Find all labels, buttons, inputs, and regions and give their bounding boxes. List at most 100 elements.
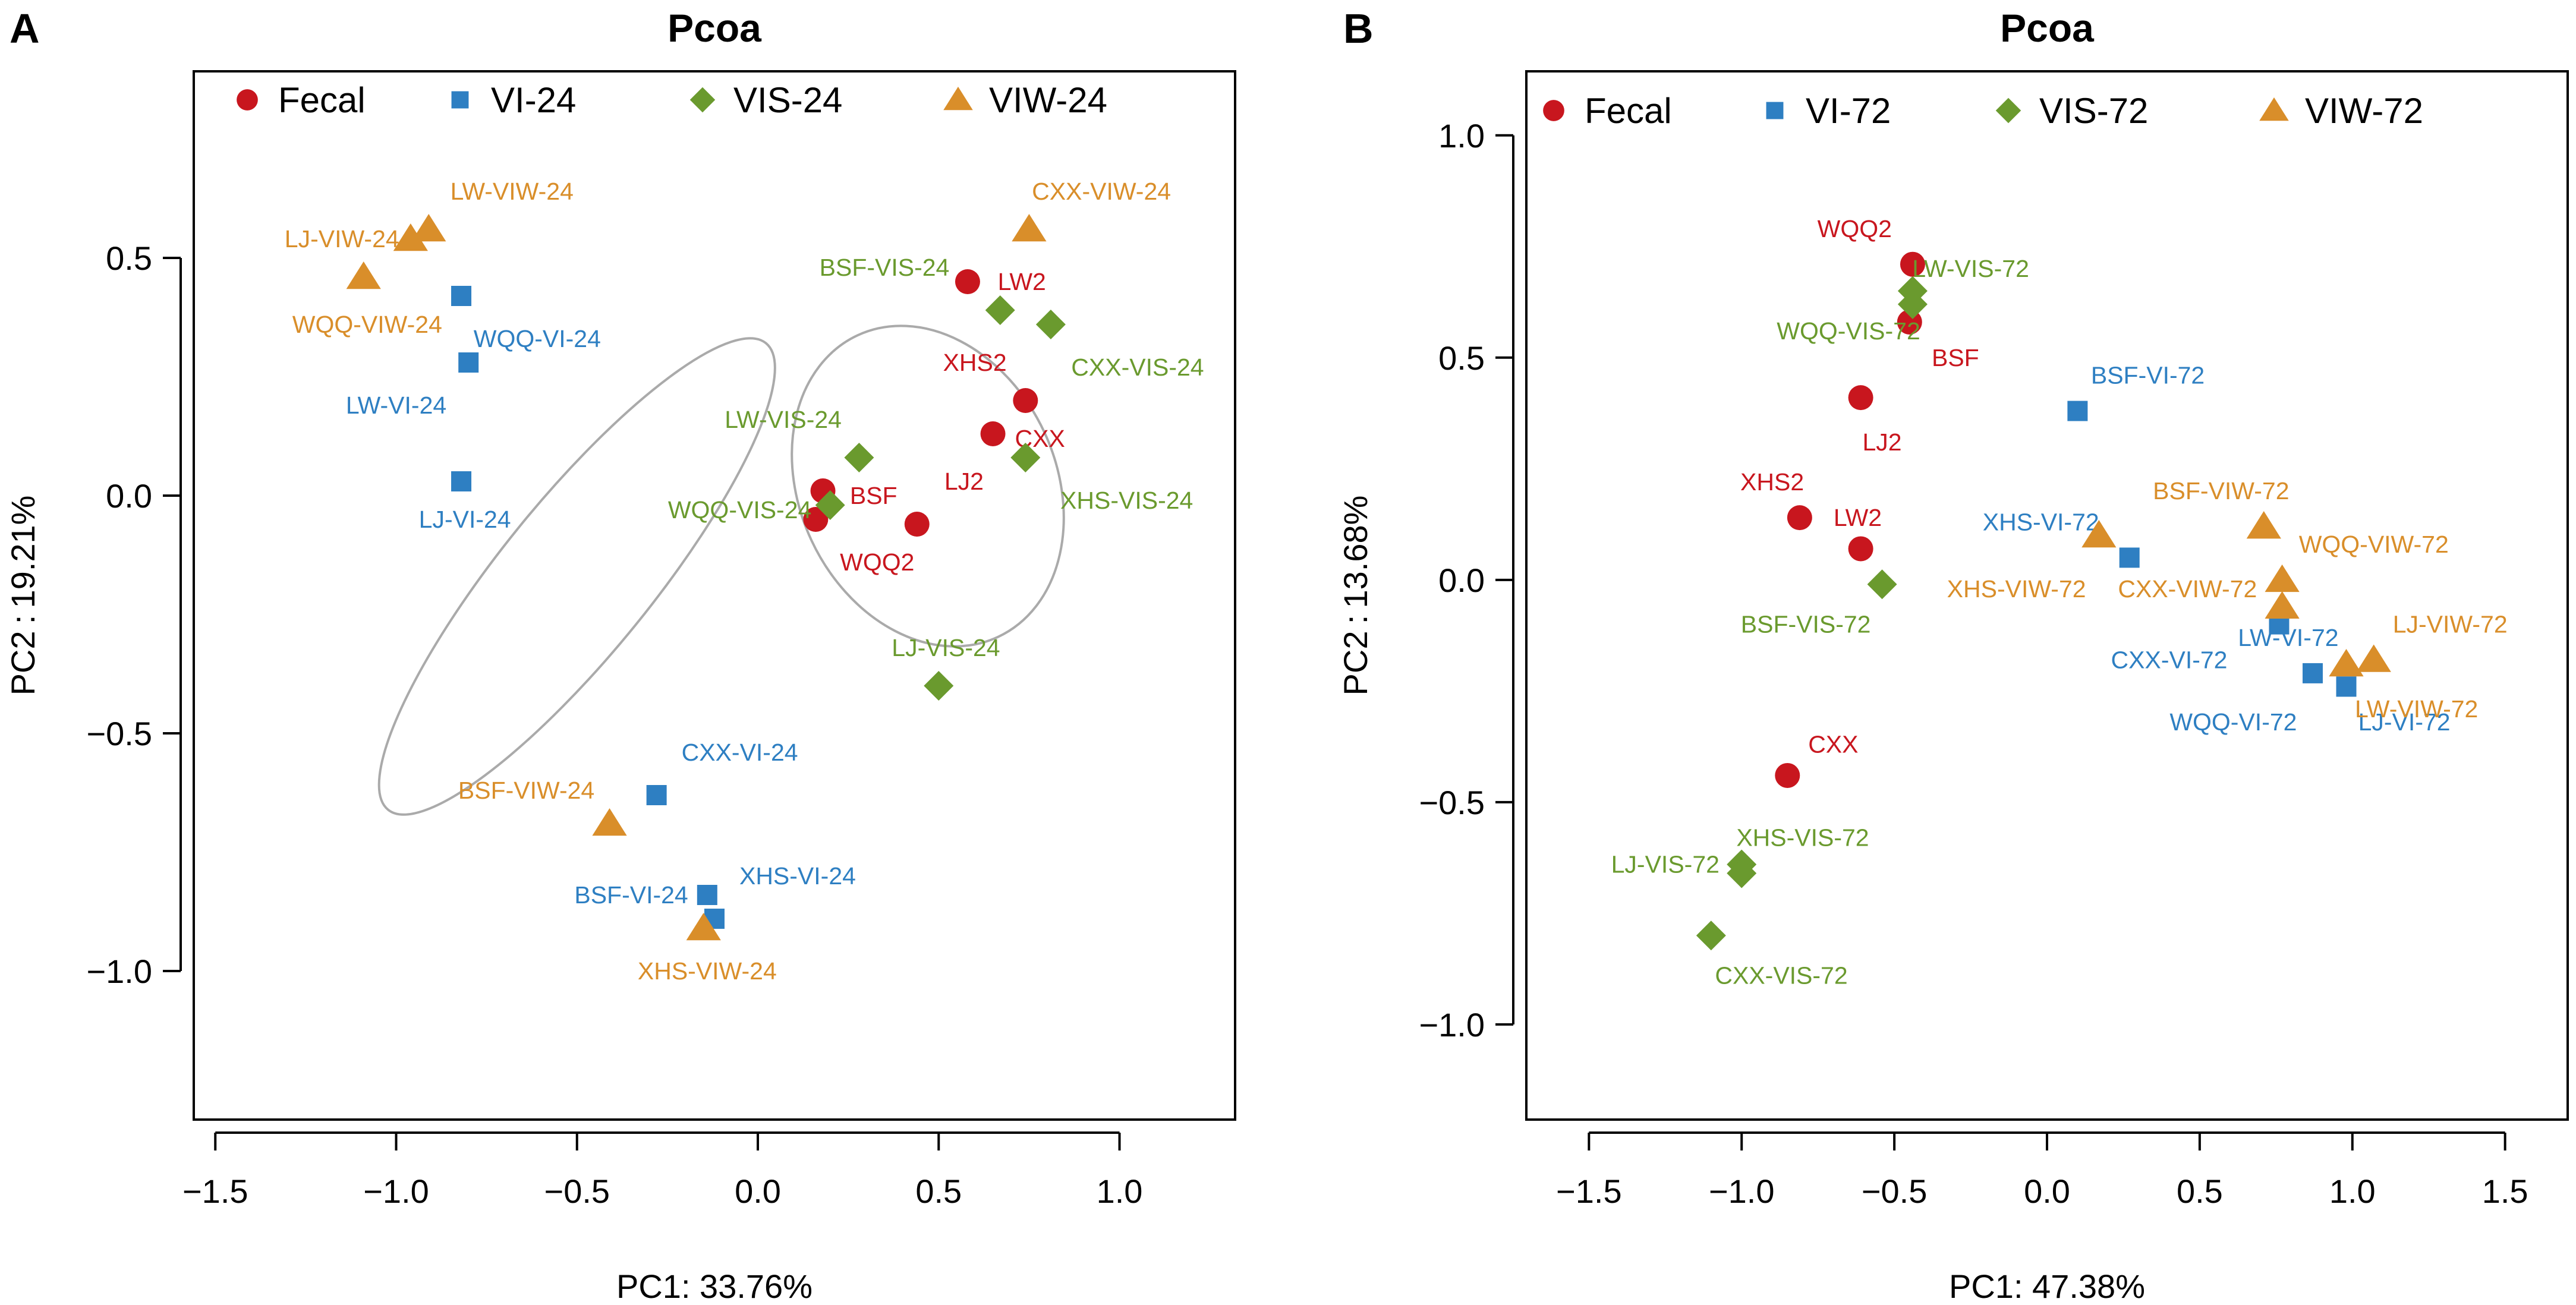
data-point-group: BSF-VIS-72 xyxy=(1741,569,1897,638)
x-tick-label: 1.0 xyxy=(2329,1172,2376,1210)
point-label: LW-VIS-72 xyxy=(1912,255,2029,282)
legend: Fecal VI-24 VIS-24 VIW-24 xyxy=(237,80,1107,120)
data-point-group: CXX-VIW-72 xyxy=(2118,575,2300,619)
data-point xyxy=(1012,214,1047,242)
point-label: BSF-VI-72 xyxy=(2091,362,2205,389)
legend-diamond-marker xyxy=(689,87,716,113)
plot-frame xyxy=(193,70,1236,1121)
data-point xyxy=(985,295,1015,325)
legend-item-viw: VIW-24 xyxy=(943,80,1107,120)
legend-label: Fecal xyxy=(1585,91,1672,131)
point-label: WQQ-VIW-24 xyxy=(292,311,442,338)
data-point-group: XHS-VI-24 xyxy=(704,862,856,929)
data-point xyxy=(2119,547,2140,568)
point-label: LW-VI-72 xyxy=(2238,624,2338,651)
point-label: XHS2 xyxy=(1740,468,1804,496)
point-label: LJ2 xyxy=(1863,428,1902,456)
legend-label: VIS-24 xyxy=(733,80,842,120)
data-point xyxy=(2067,401,2088,421)
point-label: WQQ2 xyxy=(840,549,914,576)
panel-a: A Pcoa −1.5 −1.0 −0.5 0.0 0.5 1.0 PC1: 33.76% −1.… xyxy=(4,5,1236,1305)
data-point xyxy=(592,808,627,836)
data-point xyxy=(2329,648,2364,677)
point-label: BSF xyxy=(1932,344,1979,371)
point-label: LW2 xyxy=(1834,504,1882,531)
data-point xyxy=(451,286,472,306)
point-label: LW-VIW-72 xyxy=(2355,695,2478,723)
data-point-group: LJ2 xyxy=(1848,385,1902,456)
point-label: BSF-VIS-72 xyxy=(1741,611,1871,638)
data-point xyxy=(393,223,428,251)
data-point-group: LJ-VIW-24 xyxy=(285,223,428,253)
y-tick-label: 0.0 xyxy=(1438,562,1485,599)
data-point-group: WQQ-VIW-72 xyxy=(2265,531,2449,592)
data-point xyxy=(924,671,954,701)
x-tick-label: −1.5 xyxy=(182,1172,248,1210)
data-point-group: XHS2 xyxy=(1740,468,1812,531)
legend-triangle-marker xyxy=(943,86,973,111)
x-tick-label: 0.5 xyxy=(915,1172,962,1210)
chart-title: Pcoa xyxy=(667,6,762,50)
point-label: LJ2 xyxy=(944,468,984,495)
plot-frame xyxy=(1525,70,2569,1121)
data-point xyxy=(1696,921,1726,951)
data-point xyxy=(697,885,717,905)
data-point-group: LJ-VIS-24 xyxy=(892,634,1000,701)
data-point xyxy=(1867,569,1897,600)
legend-label: VI-72 xyxy=(1806,91,1891,131)
point-label: WQQ-VI-72 xyxy=(2169,708,2297,736)
data-point-group: LW2 xyxy=(1834,504,1882,562)
data-point-group: LW-VI-24 xyxy=(346,352,479,419)
panel-letter: B xyxy=(1343,5,1374,52)
y-axis-label: PC2 : 19.21% xyxy=(4,496,42,696)
data-point-group: LW-VI-72 xyxy=(2238,614,2339,651)
data-point xyxy=(1010,443,1041,472)
point-label: WQQ-VIW-72 xyxy=(2299,531,2449,558)
data-point xyxy=(2265,564,2300,592)
x-tick-label: 1.5 xyxy=(2482,1172,2528,1210)
data-point xyxy=(1787,505,1812,531)
legend-item-viw: VIW-72 xyxy=(2259,91,2423,131)
legend-item-vi: VI-72 xyxy=(1766,91,1891,131)
point-label: XHS-VIS-24 xyxy=(1060,487,1193,514)
legend-square-marker xyxy=(1766,102,1784,119)
panel-b: B Pcoa −1.5 −1.0 −0.5 0.0 0.5 1.0 1.5 PC1: 47.38%… xyxy=(1337,5,2569,1305)
y-tick-label: 0.0 xyxy=(106,477,152,515)
data-point xyxy=(2302,663,2323,683)
legend-circle-marker xyxy=(1543,100,1564,121)
point-label: BSF-VIW-24 xyxy=(458,777,594,804)
y-axis: −1.0 −0.5 0.0 0.5 1.0 xyxy=(1419,117,1514,1044)
point-label: XHS-VI-72 xyxy=(1983,509,2099,536)
data-point xyxy=(1848,536,1873,562)
legend-label: VIS-72 xyxy=(2039,91,2148,131)
legend-item-vis: VIS-72 xyxy=(1995,91,2148,131)
point-label: LW2 xyxy=(998,268,1046,295)
point-label: CXX-VI-72 xyxy=(2111,646,2228,673)
point-label: LW-VIS-24 xyxy=(725,406,842,433)
data-point-group: WQQ-VI-24 xyxy=(451,286,601,352)
legend-square-marker xyxy=(451,91,469,109)
point-label: BSF-VIS-24 xyxy=(820,254,950,281)
data-point-group: WQQ-VIW-24 xyxy=(292,261,442,338)
data-point xyxy=(815,490,845,520)
data-point-group: XHS-VIS-24 xyxy=(1010,443,1193,514)
point-label: XHS2 xyxy=(943,349,1007,376)
data-point-group: CXX xyxy=(1775,731,1859,788)
y-tick-label: −0.5 xyxy=(1419,784,1485,821)
data-point-group: BSF-VIW-24 xyxy=(458,777,627,836)
data-point-group: BSF-VIW-72 xyxy=(2153,477,2290,539)
data-point xyxy=(686,913,721,941)
data-point-group: LJ-VI-24 xyxy=(419,471,511,533)
data-point-group: CXX-VI-24 xyxy=(646,739,798,805)
data-point-group: WQQ-VI-72 xyxy=(2169,676,2357,736)
data-point-group: CXX-VIS-72 xyxy=(1696,921,1848,989)
data-point xyxy=(2265,591,2300,619)
data-point xyxy=(1900,251,1925,277)
chart-title: Pcoa xyxy=(2000,6,2095,50)
point-label: CXX-VIW-24 xyxy=(1032,178,1171,205)
point-label: LJ-VI-72 xyxy=(2358,708,2451,736)
data-point-group: LJ2 xyxy=(904,468,984,537)
data-point xyxy=(1897,289,1928,320)
point-label: LJ-VIS-24 xyxy=(892,634,1000,661)
